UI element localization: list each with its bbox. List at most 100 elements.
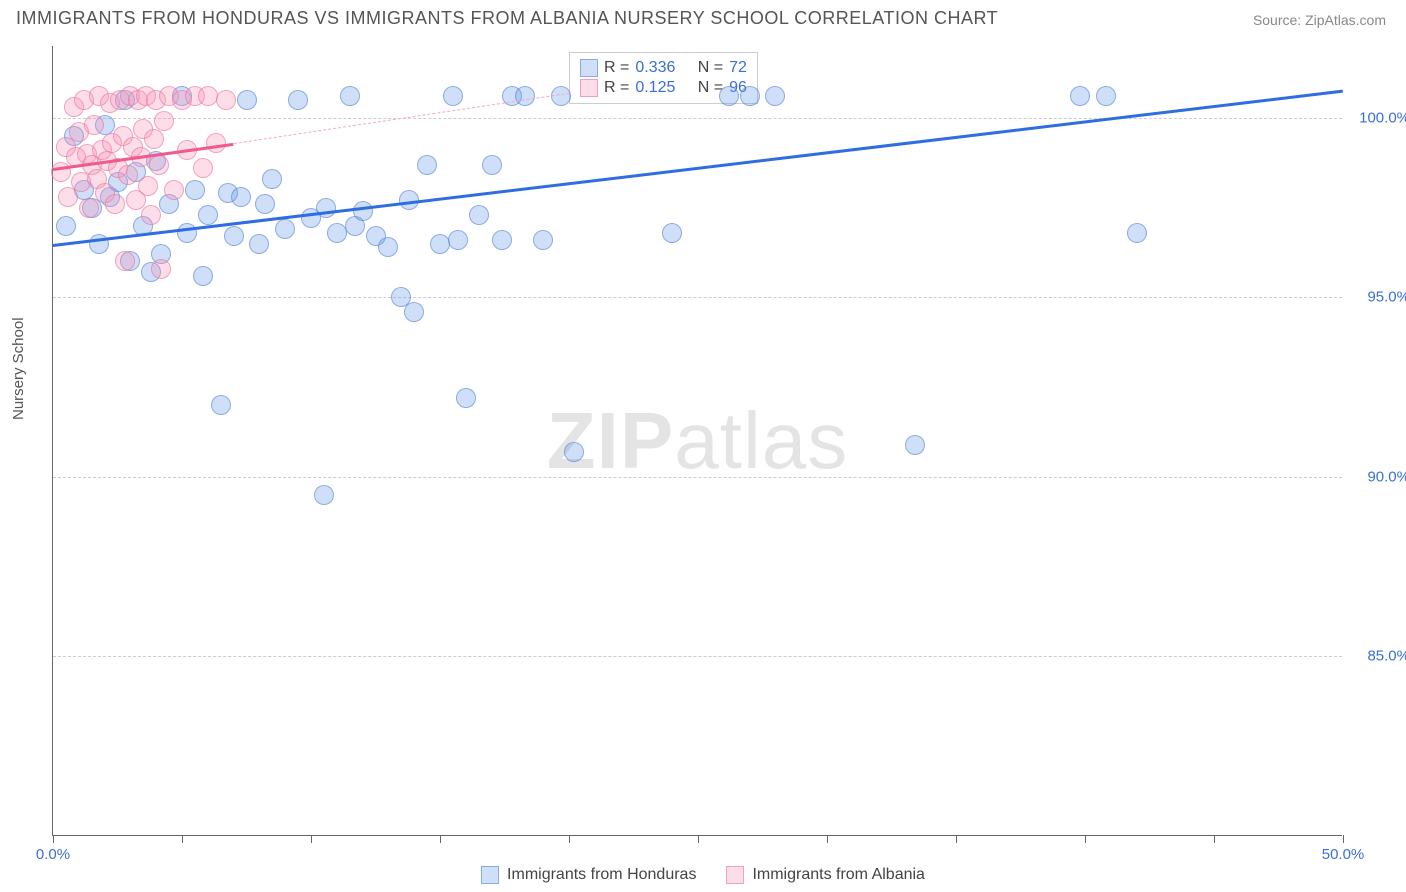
scatter-point <box>51 162 71 182</box>
scatter-point <box>378 237 398 257</box>
scatter-point <box>443 86 463 106</box>
x-tick <box>1214 835 1215 843</box>
x-tick <box>569 835 570 843</box>
y-tick-label: 100.0% <box>1350 109 1406 126</box>
scatter-point <box>79 198 99 218</box>
x-tick-label: 50.0% <box>1322 846 1365 863</box>
scatter-point <box>56 216 76 236</box>
legend-r-label: R = <box>604 59 629 77</box>
y-tick-label: 95.0% <box>1350 289 1406 306</box>
gridline <box>53 297 1342 298</box>
scatter-point <box>456 388 476 408</box>
scatter-point <box>193 158 213 178</box>
trend-line <box>53 89 1343 246</box>
source-label: Source: ZipAtlas.com <box>1253 12 1386 28</box>
gridline <box>53 656 1342 657</box>
legend-swatch <box>481 866 499 884</box>
scatter-point <box>340 86 360 106</box>
scatter-point <box>448 230 468 250</box>
scatter-point <box>193 266 213 286</box>
scatter-point <box>275 219 295 239</box>
scatter-point <box>662 223 682 243</box>
scatter-point <box>198 86 218 106</box>
watermark-light: atlas <box>674 396 848 485</box>
legend-n-label: N = <box>693 59 723 77</box>
scatter-point <box>905 435 925 455</box>
scatter-point <box>115 251 135 271</box>
scatter-point <box>1127 223 1147 243</box>
scatter-point <box>564 442 584 462</box>
chart-title: IMMIGRANTS FROM HONDURAS VS IMMIGRANTS F… <box>16 8 998 29</box>
legend-swatch <box>580 79 598 97</box>
scatter-point <box>533 230 553 250</box>
scatter-point <box>515 86 535 106</box>
y-axis-label: Nursery School <box>10 317 27 420</box>
legend-series: Immigrants from Honduras Immigrants from … <box>0 866 1406 884</box>
scatter-point <box>353 201 373 221</box>
scatter-point <box>482 155 502 175</box>
x-tick <box>1343 835 1344 843</box>
legend-item-label: Immigrants from Albania <box>752 866 925 884</box>
scatter-point <box>1070 86 1090 106</box>
scatter-point <box>144 129 164 149</box>
scatter-point <box>149 155 169 175</box>
legend-n-value: 72 <box>729 59 747 77</box>
legend-r-value: 0.336 <box>635 59 687 77</box>
scatter-point <box>141 205 161 225</box>
legend-item-label: Immigrants from Honduras <box>507 866 696 884</box>
x-tick <box>440 835 441 843</box>
scatter-point <box>255 194 275 214</box>
x-tick-label: 0.0% <box>36 846 70 863</box>
scatter-point <box>211 395 231 415</box>
scatter-point <box>151 259 171 279</box>
legend-swatch <box>726 866 744 884</box>
scatter-point <box>185 180 205 200</box>
scatter-point <box>84 115 104 135</box>
scatter-point <box>404 302 424 322</box>
scatter-point <box>249 234 269 254</box>
legend-item: Immigrants from Honduras <box>481 866 696 884</box>
watermark-bold: ZIP <box>547 396 674 485</box>
scatter-point <box>237 90 257 110</box>
scatter-point <box>430 234 450 254</box>
scatter-point <box>206 133 226 153</box>
scatter-point <box>492 230 512 250</box>
plot-area: ZIPatlas R =0.336 N =72R =0.125 N =96 85… <box>52 46 1342 836</box>
watermark: ZIPatlas <box>547 395 848 487</box>
legend-r-value: 0.125 <box>635 79 687 97</box>
legend-swatch <box>580 59 598 77</box>
x-tick <box>1085 835 1086 843</box>
legend-row: R = 0.336 N = 72 <box>580 59 747 77</box>
scatter-point <box>198 205 218 225</box>
scatter-point <box>105 194 125 214</box>
scatter-point <box>138 176 158 196</box>
scatter-point <box>469 205 489 225</box>
scatter-point <box>262 169 282 189</box>
scatter-point <box>216 90 236 110</box>
scatter-point <box>1096 86 1116 106</box>
x-tick <box>698 835 699 843</box>
x-tick <box>827 835 828 843</box>
scatter-point <box>118 165 138 185</box>
x-tick <box>311 835 312 843</box>
scatter-point <box>224 226 244 246</box>
scatter-point <box>719 86 739 106</box>
scatter-point <box>314 485 334 505</box>
scatter-point <box>288 90 308 110</box>
x-tick <box>182 835 183 843</box>
x-tick <box>53 835 54 843</box>
legend-r-label: R = <box>604 79 629 97</box>
scatter-point <box>765 86 785 106</box>
scatter-point <box>177 223 197 243</box>
y-tick-label: 90.0% <box>1350 468 1406 485</box>
scatter-point <box>740 86 760 106</box>
legend-item: Immigrants from Albania <box>726 866 925 884</box>
gridline <box>53 118 1342 119</box>
x-tick <box>956 835 957 843</box>
scatter-point <box>231 187 251 207</box>
scatter-point <box>551 86 571 106</box>
scatter-point <box>164 180 184 200</box>
gridline <box>53 477 1342 478</box>
y-tick-label: 85.0% <box>1350 648 1406 665</box>
scatter-point <box>154 111 174 131</box>
